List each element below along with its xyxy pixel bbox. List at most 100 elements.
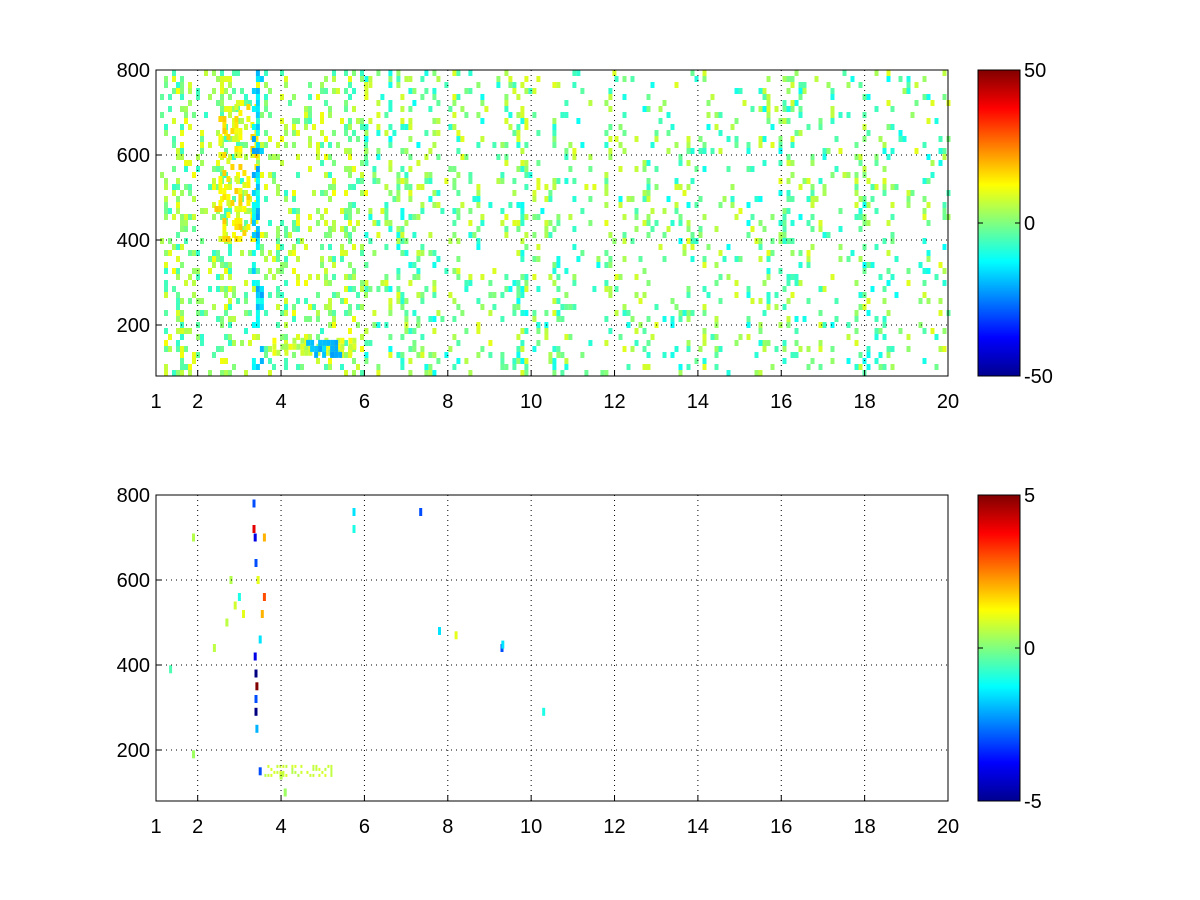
- top-heatmap-cell: [512, 310, 517, 316]
- top-heatmap-cell: [766, 100, 771, 106]
- top-heatmap-cell: [662, 100, 667, 106]
- top-heatmap-cell: [356, 322, 360, 328]
- top-heatmap-cell: [224, 136, 228, 142]
- bottom-heatmap-segment: [315, 767, 318, 771]
- top-heatmap-cell: [622, 112, 627, 118]
- top-heatmap-cell: [224, 148, 228, 154]
- top-heatmap-cell: [630, 238, 635, 244]
- top-heatmap-cell: [456, 274, 461, 280]
- top-heatmap-cell: [942, 244, 947, 250]
- top-heatmap-cell: [830, 274, 835, 280]
- top-heatmap-cell: [400, 106, 405, 112]
- top-heatmap-cell: [516, 220, 521, 226]
- top-heatmap-cell: [192, 352, 196, 358]
- top-heatmap-cell: [552, 226, 557, 232]
- top-heatmap-cell: [456, 238, 461, 244]
- top-heatmap-cell: [344, 298, 348, 304]
- top-heatmap-cell: [576, 118, 581, 124]
- top-heatmap-cell: [626, 322, 631, 328]
- top-heatmap-cell: [858, 82, 863, 88]
- top-heatmap-cell: [204, 70, 208, 76]
- top-heatmap-cell: [662, 316, 667, 322]
- top-heatmap-cell: [604, 202, 609, 208]
- top-heatmap-cell: [456, 358, 461, 364]
- top-heatmap-cell: [694, 358, 699, 364]
- top-heatmap-cell: [180, 244, 184, 250]
- top-heatmap-cell: [248, 340, 252, 346]
- top-heatmap-cell: [666, 196, 671, 202]
- top-heatmap-cell: [480, 304, 485, 310]
- top-heatmap-cell: [400, 298, 405, 304]
- top-heatmap-cell: [714, 334, 719, 340]
- top-heatmap-cell: [512, 364, 517, 370]
- top-heatmap-cell: [682, 250, 687, 256]
- top-heatmap-cell: [604, 142, 609, 148]
- top-heatmap-cell: [918, 298, 923, 304]
- top-heatmap-cell: [380, 208, 385, 214]
- top-heatmap-cell: [942, 214, 947, 220]
- top-heatmap-cell: [618, 196, 623, 202]
- top-heatmap-cell: [292, 316, 296, 322]
- top-heatmap-cell: [212, 352, 216, 358]
- bottom-heatmap-point: [419, 508, 423, 516]
- top-heatmap-cell: [240, 178, 244, 184]
- top-heatmap-cell: [216, 166, 220, 172]
- top-heatmap-cell: [284, 364, 288, 370]
- top-heatmap-cell: [678, 238, 683, 244]
- top-heatmap-cell: [926, 178, 931, 184]
- top-heatmap-cell: [910, 190, 915, 196]
- top-heatmap-cell: [942, 328, 947, 334]
- top-heatmap-cell: [706, 100, 711, 106]
- top-heatmap-cell: [524, 172, 529, 178]
- top-heatmap-cell: [622, 256, 627, 262]
- top-heatmap-cell: [330, 345, 335, 352]
- top-heatmap-cell: [392, 130, 397, 136]
- top-heatmap-cell: [714, 316, 719, 322]
- top-heatmap-cell: [468, 370, 473, 376]
- top-heatmap-cell: [520, 208, 525, 214]
- top-heatmap-cell: [252, 334, 256, 340]
- top-heatmap-cell: [416, 184, 421, 190]
- top-heatmap-cell: [702, 148, 707, 154]
- top-heatmap-cell: [222, 122, 227, 128]
- top-heatmap-cell: [794, 352, 799, 358]
- top-heatmap-cell: [376, 364, 381, 370]
- top-heatmap-cell: [588, 340, 593, 346]
- top-heatmap-cell: [638, 256, 643, 262]
- top-heatmap-cell: [304, 124, 308, 130]
- top-heatmap-cell: [396, 298, 401, 304]
- top-heatmap-cell: [580, 250, 585, 256]
- top-heatmap-cell: [284, 304, 288, 310]
- top-heatmap-cell: [722, 196, 727, 202]
- top-heatmap-cell: [288, 250, 292, 256]
- top-heatmap-cell: [388, 106, 393, 112]
- bottom-heatmap-segment: [330, 770, 333, 774]
- top-heatmap-cell: [304, 106, 308, 112]
- top-heatmap-cell: [220, 214, 224, 220]
- top-heatmap-cell: [184, 238, 188, 244]
- top-heatmap-cell: [674, 202, 679, 208]
- top-heatmap-cell: [344, 352, 348, 358]
- top-heatmap-cell: [642, 364, 647, 370]
- top-heatmap-cell: [762, 340, 767, 346]
- top-heatmap-cell: [452, 112, 457, 118]
- top-heatmap-cell: [618, 334, 623, 340]
- top-heatmap-cell: [556, 286, 561, 292]
- top-heatmap-cell: [596, 262, 601, 268]
- top-heatmap-cell: [592, 184, 597, 190]
- top-heatmap-cell: [404, 184, 409, 190]
- top-heatmap-cell: [512, 358, 517, 364]
- top-heatmap-cell: [798, 112, 803, 118]
- top-heatmap-cell: [244, 328, 248, 334]
- top-heatmap-cell: [810, 196, 815, 202]
- top-heatmap-cell: [790, 274, 795, 280]
- bottom-heatmap-point: [501, 640, 505, 649]
- top-heatmap-cell: [340, 118, 344, 124]
- top-heatmap-cell: [255, 292, 260, 298]
- top-heatmap-cell: [176, 346, 180, 352]
- bottom-heatmap-segment: [300, 770, 303, 774]
- top-heatmap-cell: [650, 226, 655, 232]
- top-heatmap-cell: [218, 116, 223, 122]
- top-heatmap-cell: [180, 106, 184, 112]
- top-heatmap-cell: [396, 244, 401, 250]
